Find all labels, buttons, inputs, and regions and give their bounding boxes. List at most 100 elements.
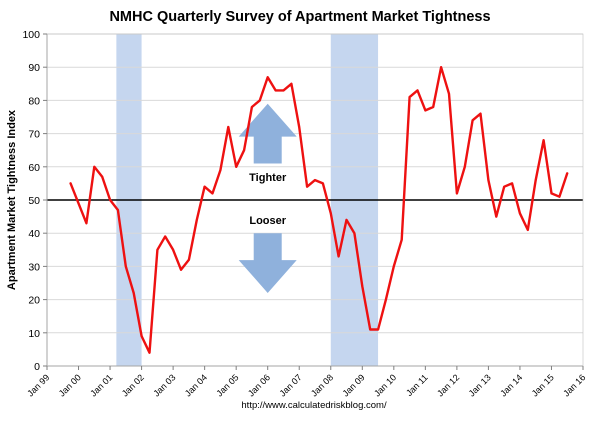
data-point [219, 169, 222, 172]
data-point [203, 185, 206, 188]
data-point [369, 328, 372, 331]
y-tick-label: 40 [28, 228, 40, 240]
y-tick-label: 70 [28, 129, 40, 141]
data-point [211, 192, 214, 195]
data-point [432, 106, 435, 108]
data-point [306, 185, 308, 188]
data-point [361, 285, 364, 288]
data-point [550, 192, 553, 195]
data-point [526, 229, 529, 231]
data-point [69, 182, 72, 185]
data-point [495, 215, 498, 218]
data-point [148, 351, 151, 354]
data-point [487, 179, 490, 182]
x-tick-label: Jan 07 [277, 372, 303, 398]
data-point [558, 195, 561, 198]
data-point [314, 179, 316, 182]
data-point [424, 109, 427, 112]
data-point [322, 182, 324, 185]
y-tick-label: 30 [28, 261, 40, 273]
x-tick-label: Jan 04 [183, 372, 209, 398]
x-tick-label: Jan 11 [404, 372, 430, 398]
x-tick-label: Jan 16 [561, 372, 587, 398]
y-tick-label: 50 [28, 195, 40, 207]
y-axis-tick-labels: 0 10 20 30 40 50 60 70 80 90 100 [22, 29, 47, 373]
x-tick-label: Jan 09 [341, 372, 367, 398]
tighter-label: Tighter [249, 172, 287, 184]
data-point [534, 179, 537, 182]
data-point [471, 119, 474, 122]
y-tick-label: 10 [28, 328, 40, 340]
data-point [109, 199, 111, 201]
data-point [353, 232, 356, 235]
x-tick-label: Jan 03 [151, 372, 177, 398]
data-point [172, 248, 175, 251]
x-tick-label: Jan 15 [530, 372, 556, 398]
data-point [542, 139, 545, 142]
series-lines [69, 66, 569, 354]
y-tick-label: 20 [28, 295, 40, 307]
data-point [400, 238, 403, 241]
data-point [290, 82, 293, 85]
y-tick-label: 80 [28, 95, 40, 107]
data-point [416, 89, 419, 92]
data-point [93, 165, 96, 168]
data-point [132, 292, 135, 294]
data-point [337, 255, 340, 258]
data-point [235, 165, 238, 168]
data-point [77, 202, 80, 205]
y-tick-label: 100 [22, 29, 40, 41]
data-point [377, 328, 379, 331]
series-line-1 [69, 66, 569, 354]
data-point [503, 185, 506, 188]
x-tick-label: Jan 05 [214, 372, 240, 398]
annotations: Tighter Looser [238, 103, 297, 293]
y-tick-label: 0 [34, 361, 40, 373]
data-point [385, 298, 387, 301]
x-axis-tick-labels: Jan 99 Jan 00 Jan 01 Jan 02 Jan 03 Jan 04 Jan … [25, 366, 587, 399]
x-tick-label: Jan 02 [120, 372, 146, 398]
x-tick-label: Jan 10 [372, 372, 398, 398]
data-point [519, 212, 521, 215]
x-tick-label: Jan 08 [309, 372, 335, 398]
data-point [298, 126, 301, 128]
data-point [448, 92, 450, 95]
data-point [140, 335, 143, 337]
data-point [195, 219, 198, 221]
data-point [463, 165, 466, 168]
data-point [511, 182, 513, 185]
data-point [456, 192, 458, 195]
x-tick-label: Jan 01 [88, 372, 114, 398]
data-point [258, 99, 261, 102]
x-tick-label: Jan 14 [498, 372, 524, 398]
x-tick-label: Jan 00 [57, 372, 83, 398]
data-point [392, 265, 395, 268]
looser-arrow [238, 233, 297, 293]
data-point [479, 112, 482, 115]
data-point [227, 126, 230, 128]
data-point [117, 209, 119, 211]
data-point [164, 235, 167, 238]
data-point [566, 172, 569, 175]
data-point [329, 212, 332, 215]
x-tick-label: Jan 06 [246, 372, 272, 398]
data-point [282, 89, 285, 92]
data-point [124, 265, 127, 268]
data-point [85, 222, 88, 225]
y-tick-label: 90 [28, 62, 40, 74]
y-tick-label: 60 [28, 162, 40, 174]
data-point [180, 268, 182, 271]
x-tick-label: Jan 12 [435, 372, 461, 398]
data-point [274, 89, 277, 92]
data-point [408, 96, 411, 98]
data-point [345, 219, 348, 221]
looser-label: Looser [249, 215, 286, 227]
data-point [251, 106, 253, 108]
data-point [188, 258, 190, 261]
data-point [440, 66, 442, 69]
data-point [156, 248, 159, 251]
x-tick-label: Jan 13 [467, 372, 493, 398]
y-axis-title: Apartment Market Tightness Index [6, 109, 18, 290]
